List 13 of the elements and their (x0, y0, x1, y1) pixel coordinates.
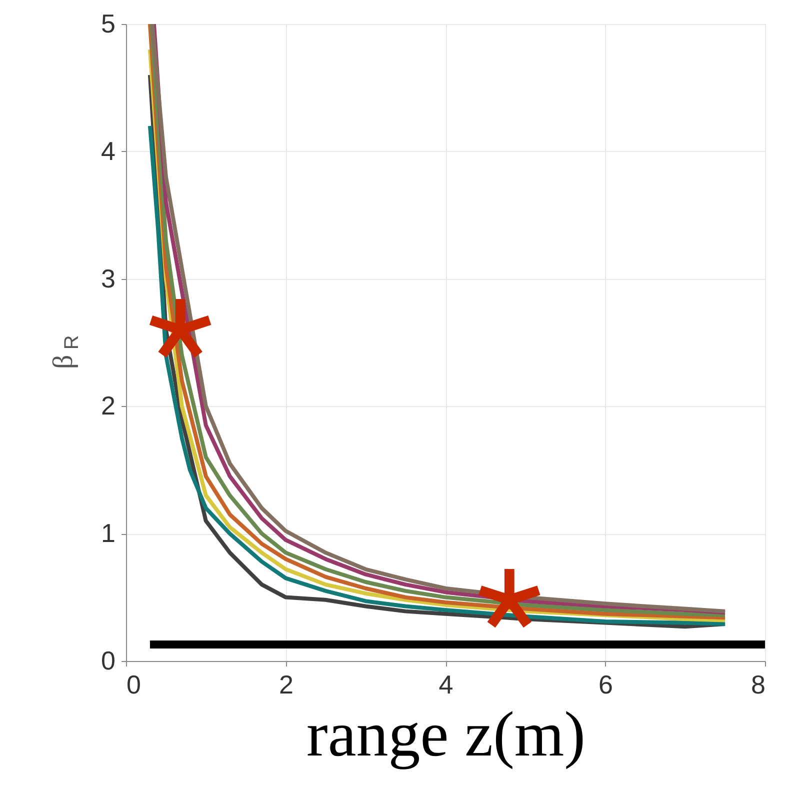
x-axis-title: range z(m) (306, 698, 586, 770)
x-tick-label: 4 (438, 670, 454, 700)
y-axis-title: βR (48, 335, 83, 369)
x-tick-label: 6 (598, 670, 613, 700)
y-tick-label: 0 (101, 646, 116, 676)
y-tick-label: 5 (101, 8, 116, 38)
x-tick-label: 0 (126, 670, 141, 700)
y-tick-label: 2 (101, 390, 116, 421)
y-tick-label: 4 (101, 136, 116, 166)
y-tick-label: 1 (101, 518, 116, 548)
x-tick-label: 8 (751, 670, 766, 700)
x-tick-label: 2 (279, 670, 294, 700)
y-tick-label: 3 (101, 263, 116, 294)
